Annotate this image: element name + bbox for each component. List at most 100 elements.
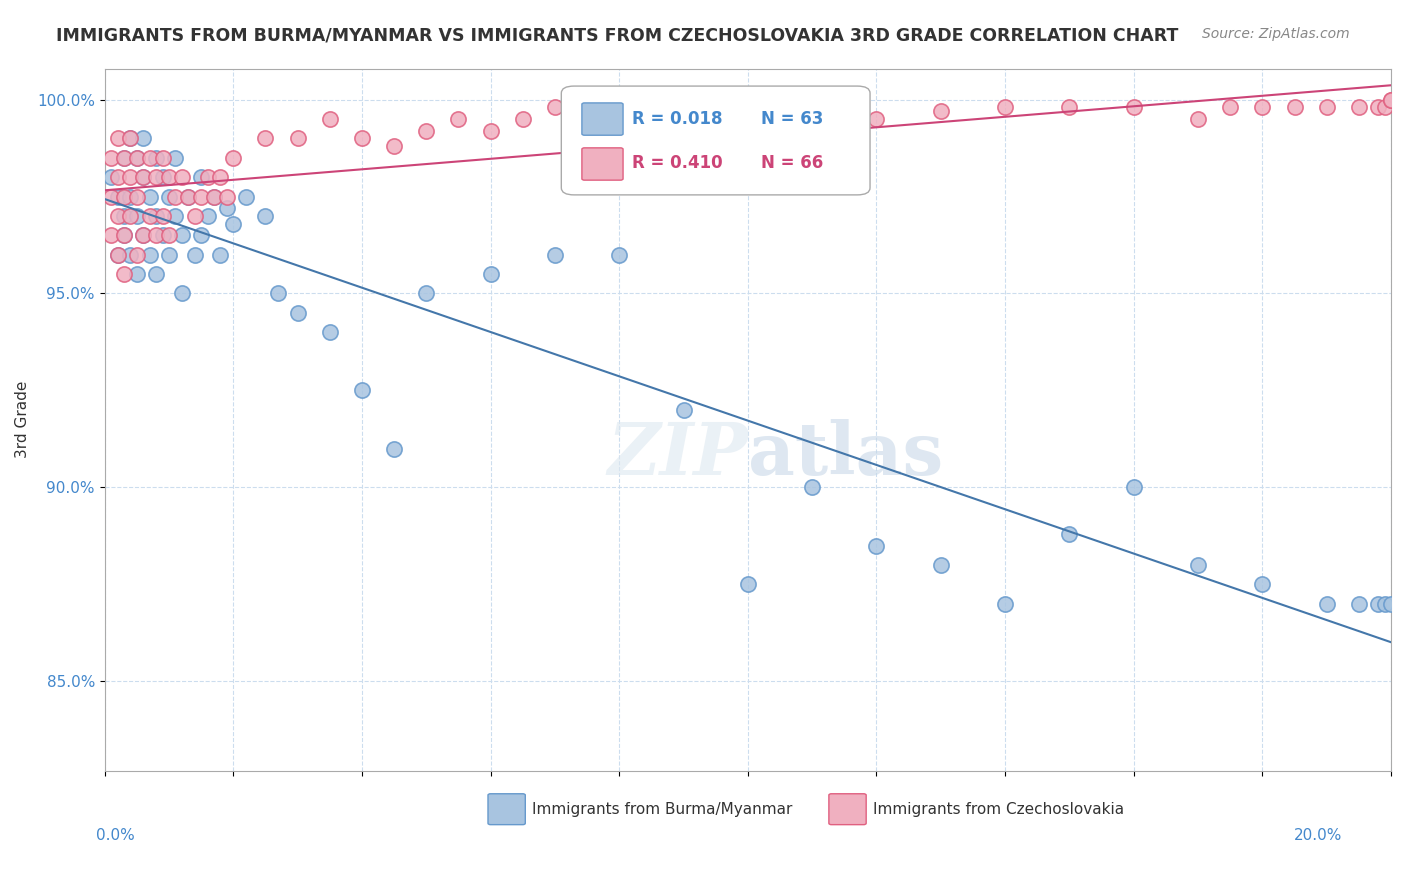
Point [1187, 112, 1209, 126]
Point [112, 209, 135, 223]
Text: N = 66: N = 66 [761, 154, 823, 172]
Point [138, 248, 160, 262]
Point [145, 209, 167, 223]
Point [107, 131, 129, 145]
Point [479, 123, 502, 137]
Point [607, 248, 630, 262]
Point [100, 228, 122, 243]
Point [138, 189, 160, 203]
Point [929, 558, 952, 572]
Point [183, 248, 205, 262]
Point [152, 228, 174, 243]
Text: 20.0%: 20.0% [1295, 828, 1343, 843]
Point [865, 112, 887, 126]
Point [672, 402, 695, 417]
Point [152, 151, 174, 165]
Point [287, 131, 309, 145]
Y-axis label: 3rd Grade: 3rd Grade [15, 381, 30, 458]
Point [1059, 527, 1081, 541]
Point [132, 170, 155, 185]
FancyBboxPatch shape [582, 103, 623, 136]
Point [1374, 597, 1396, 611]
Point [170, 286, 193, 301]
Point [235, 189, 257, 203]
Point [215, 201, 238, 215]
Point [138, 151, 160, 165]
Point [215, 189, 238, 203]
Point [177, 189, 200, 203]
Point [120, 189, 142, 203]
Point [202, 189, 225, 203]
Point [138, 209, 160, 223]
Point [994, 597, 1017, 611]
Point [254, 131, 277, 145]
Point [145, 228, 167, 243]
Point [157, 228, 180, 243]
Point [125, 209, 148, 223]
Point [1219, 100, 1241, 114]
Point [801, 100, 824, 114]
Point [132, 131, 155, 145]
Point [165, 189, 187, 203]
Point [125, 151, 148, 165]
Point [197, 170, 219, 185]
Point [120, 209, 142, 223]
FancyBboxPatch shape [561, 86, 870, 194]
Point [929, 104, 952, 119]
Point [1367, 597, 1389, 611]
Point [112, 189, 135, 203]
Point [165, 151, 187, 165]
Point [152, 209, 174, 223]
Point [1379, 597, 1402, 611]
Point [1347, 100, 1369, 114]
Point [177, 189, 200, 203]
FancyBboxPatch shape [488, 794, 526, 824]
FancyBboxPatch shape [830, 794, 866, 824]
Point [1374, 100, 1396, 114]
Point [125, 248, 148, 262]
Point [1284, 100, 1306, 114]
Point [107, 189, 129, 203]
Point [1316, 100, 1339, 114]
Point [132, 170, 155, 185]
Point [190, 189, 212, 203]
Point [287, 306, 309, 320]
Point [132, 228, 155, 243]
Point [100, 151, 122, 165]
Point [1251, 577, 1274, 591]
Point [512, 112, 534, 126]
Point [120, 131, 142, 145]
Point [197, 209, 219, 223]
Point [152, 170, 174, 185]
Text: Source: ZipAtlas.com: Source: ZipAtlas.com [1202, 27, 1350, 41]
Point [157, 170, 180, 185]
Point [801, 480, 824, 494]
Point [737, 112, 759, 126]
Point [132, 228, 155, 243]
Point [112, 151, 135, 165]
Point [267, 286, 290, 301]
Point [415, 286, 437, 301]
Text: Immigrants from Czechoslovakia: Immigrants from Czechoslovakia [873, 802, 1123, 817]
Point [112, 228, 135, 243]
Point [1122, 100, 1144, 114]
Point [737, 577, 759, 591]
Point [672, 100, 695, 114]
Point [1379, 93, 1402, 107]
Point [120, 170, 142, 185]
Point [415, 123, 437, 137]
Point [183, 209, 205, 223]
Point [544, 100, 567, 114]
Point [107, 170, 129, 185]
Point [190, 228, 212, 243]
Point [319, 326, 342, 340]
Point [170, 170, 193, 185]
Text: N = 63: N = 63 [761, 110, 823, 128]
Point [1122, 480, 1144, 494]
Point [112, 151, 135, 165]
Point [125, 267, 148, 281]
Point [994, 100, 1017, 114]
Point [1316, 597, 1339, 611]
FancyBboxPatch shape [582, 148, 623, 180]
Point [865, 539, 887, 553]
